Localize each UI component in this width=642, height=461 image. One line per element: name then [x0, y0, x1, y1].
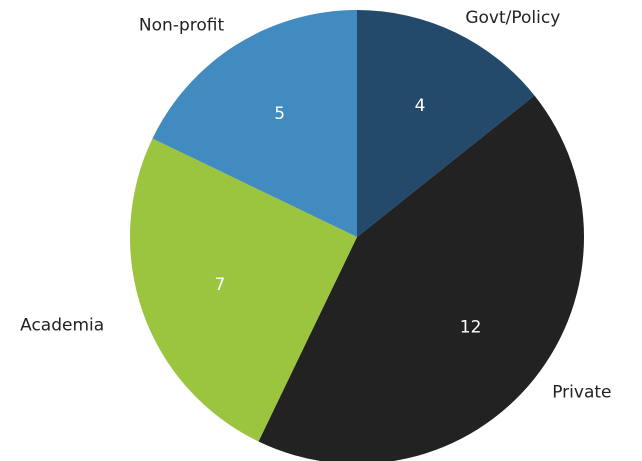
- pie-slice: [258, 95, 584, 461]
- pie-slice: [130, 138, 357, 442]
- value-label: 4: [415, 96, 426, 116]
- category-label: Non-profit: [139, 16, 225, 36]
- category-label: Govt/Policy: [465, 8, 560, 28]
- value-label: 5: [274, 104, 285, 124]
- pie-slice: [357, 10, 535, 237]
- value-label: 12: [460, 318, 482, 338]
- value-label: 7: [214, 275, 225, 295]
- category-label: Private: [552, 383, 611, 403]
- category-label: Academia: [20, 315, 104, 335]
- pie-slice: [152, 10, 357, 237]
